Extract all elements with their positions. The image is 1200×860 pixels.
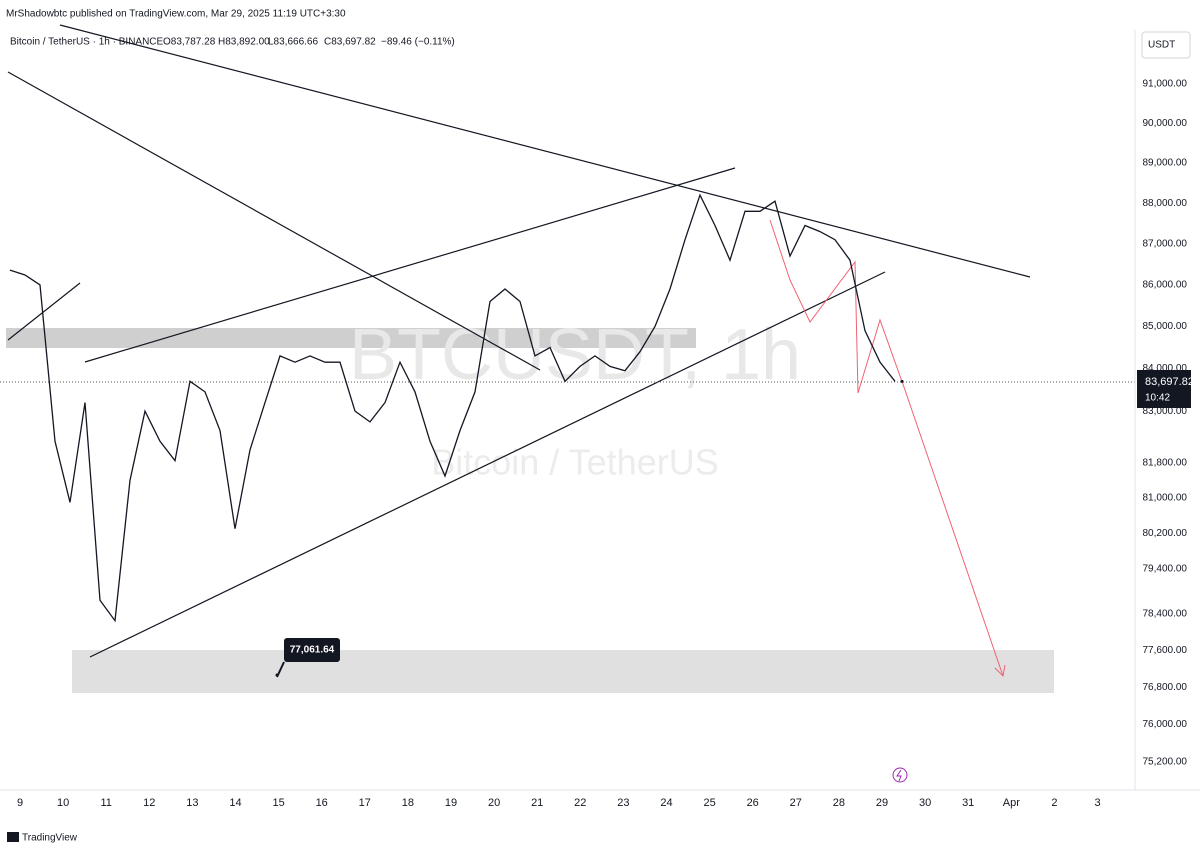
currency-button[interactable] bbox=[1141, 31, 1191, 59]
time-tick-label: 20 bbox=[488, 797, 500, 809]
watermark-ticker: BTCUSDT, 1h bbox=[349, 315, 801, 395]
time-tick-label: 31 bbox=[962, 797, 974, 809]
price-tick-label: 87,000.00 bbox=[1143, 238, 1188, 249]
low: L83,666.66 bbox=[268, 37, 318, 48]
time-tick-label: 22 bbox=[574, 797, 586, 809]
time-tick-label: 14 bbox=[229, 797, 241, 809]
price-tick-label: 90,000.00 bbox=[1143, 118, 1188, 129]
price-tick-label: 76,800.00 bbox=[1143, 682, 1188, 693]
price-tick-label: 80,200.00 bbox=[1143, 528, 1188, 539]
price-tick-label: 81,800.00 bbox=[1143, 458, 1188, 469]
currency-label[interactable]: USDT bbox=[1148, 40, 1175, 51]
footer-brand: TradingView bbox=[22, 833, 78, 844]
price-line bbox=[9, 193, 896, 623]
last-price-label: 83,697.82 bbox=[1145, 376, 1194, 388]
price-tick-label: 88,000.00 bbox=[1143, 198, 1188, 209]
annotation-label: 77,061.64 bbox=[290, 645, 335, 656]
time-tick-label: Apr bbox=[1003, 797, 1020, 809]
time-tick-label: 19 bbox=[445, 797, 457, 809]
time-tick-label: 30 bbox=[919, 797, 931, 809]
time-tick-label: 27 bbox=[790, 797, 802, 809]
projection-path bbox=[769, 219, 1004, 677]
alert-icon[interactable] bbox=[892, 767, 908, 783]
time-tick-label: 25 bbox=[703, 797, 715, 809]
time-tick-label: 24 bbox=[660, 797, 672, 809]
resistance-zone bbox=[6, 328, 696, 348]
open: O83,787.28 bbox=[163, 37, 216, 48]
price-tick-label: 75,200.00 bbox=[1143, 757, 1188, 768]
last-price-marker bbox=[900, 379, 904, 383]
price-marks bbox=[9, 193, 904, 677]
time-tick-label: 28 bbox=[833, 797, 845, 809]
time-tick-label: 29 bbox=[876, 797, 888, 809]
time-tick-label: 16 bbox=[316, 797, 328, 809]
price-tick-label: 76,000.00 bbox=[1143, 719, 1188, 730]
trend-line bbox=[7, 71, 541, 371]
price-tick-label: 77,600.00 bbox=[1143, 645, 1188, 656]
close: C83,697.82 bbox=[324, 37, 376, 48]
price-tick-label: 84,000.00 bbox=[1143, 363, 1188, 374]
time-tick-label: 23 bbox=[617, 797, 629, 809]
price-tick-label: 79,400.00 bbox=[1143, 563, 1188, 574]
time-tick-label: 9 bbox=[17, 797, 23, 809]
price-tick-label: 89,000.00 bbox=[1143, 158, 1188, 169]
last-price-box bbox=[1137, 370, 1191, 408]
published-info: MrShadowbtc published on TradingView.com… bbox=[6, 9, 346, 20]
symbol: Bitcoin / TetherUS · 1h · BINANCE bbox=[10, 37, 164, 48]
time-tick-label: 26 bbox=[747, 797, 759, 809]
time-tick-label: 15 bbox=[272, 797, 284, 809]
price-tick-label: 86,000.00 bbox=[1143, 280, 1188, 291]
drawings bbox=[7, 24, 1031, 658]
price-tick-label: 83,000.00 bbox=[1143, 406, 1188, 417]
high: H83,892.00 bbox=[218, 37, 270, 48]
time-tick-label: 10 bbox=[57, 797, 69, 809]
change: −89.46 (−0.11%) bbox=[381, 37, 455, 48]
countdown: 10:42 bbox=[1145, 393, 1170, 404]
annotation-box bbox=[284, 638, 340, 662]
time-tick-label: 3 bbox=[1094, 797, 1100, 809]
wedge-upper bbox=[84, 167, 736, 363]
projection-arrowhead bbox=[994, 664, 1006, 678]
watermark-name: Bitcoin / TetherUS bbox=[431, 442, 718, 483]
time-tick-label: 2 bbox=[1051, 797, 1057, 809]
time-tick-label: 13 bbox=[186, 797, 198, 809]
time-tick-label: 18 bbox=[402, 797, 414, 809]
wedge-lower bbox=[89, 271, 886, 658]
trend-line bbox=[59, 24, 1031, 278]
price-tick-label: 78,400.00 bbox=[1143, 608, 1188, 619]
time-tick-label: 17 bbox=[359, 797, 371, 809]
price-tick-label: 81,000.00 bbox=[1143, 492, 1188, 503]
annotation-pointer bbox=[276, 661, 285, 678]
time-tick-label: 11 bbox=[100, 797, 111, 809]
tv-logo bbox=[7, 832, 19, 842]
time-tick-label: 12 bbox=[143, 797, 155, 809]
price-tick-label: 91,000.00 bbox=[1143, 79, 1188, 90]
trend-line bbox=[7, 282, 81, 341]
alert-bolt[interactable] bbox=[896, 769, 902, 782]
price-tick-label: 85,000.00 bbox=[1143, 321, 1188, 332]
support-zone bbox=[72, 650, 1054, 693]
time-tick-label: 21 bbox=[531, 797, 543, 809]
